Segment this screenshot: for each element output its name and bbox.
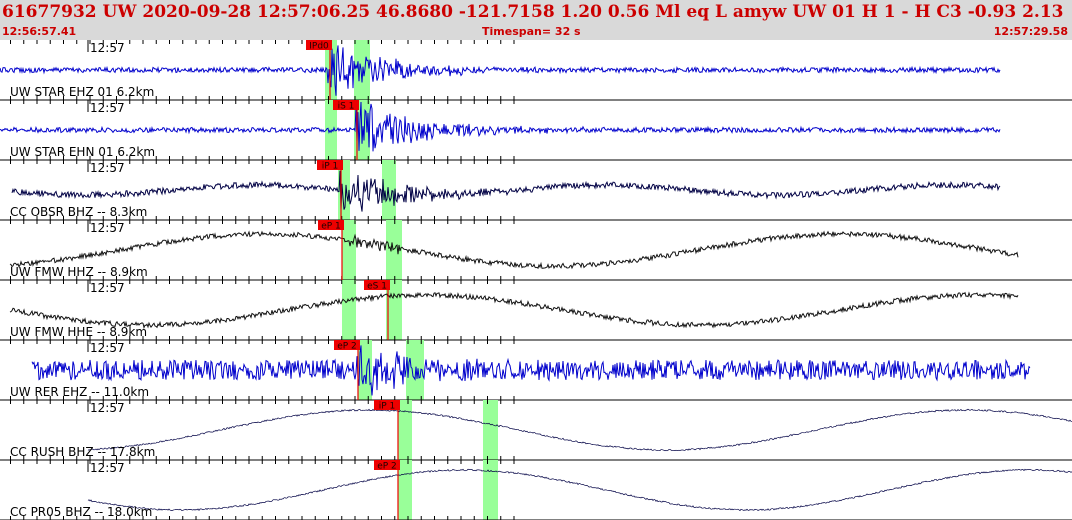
minute-time-label: 12:57 — [90, 101, 125, 115]
pick-marker[interactable] — [318, 220, 344, 230]
pick-window-2[interactable] — [386, 220, 402, 280]
channel-label: UW FMW HHZ -- 8.9km — [10, 265, 148, 279]
channel-label: UW STAR EHN 01 6.2km — [10, 145, 155, 159]
pick-label[interactable]: eS 1 — [367, 282, 387, 292]
pick-marker[interactable] — [364, 280, 390, 290]
channel-label: UW FMW HHE -- 8.9km — [10, 325, 147, 339]
channel-label: CC PR05 BHZ -- 18.0km — [10, 505, 152, 519]
minute-time-label: 12:57 — [90, 221, 125, 235]
pick-label[interactable]: IPd0 — [309, 42, 329, 52]
pick-label[interactable]: eP 2 — [377, 462, 397, 472]
minute-time-label: 12:57 — [90, 341, 125, 355]
pick-label[interactable]: eP 1 — [321, 222, 341, 232]
seismic-trace — [9, 291, 1019, 330]
time-ticks — [10, 460, 515, 520]
minute-time-label: 12:57 — [90, 281, 125, 295]
pick-marker[interactable] — [334, 340, 360, 350]
pick-window-2[interactable] — [382, 160, 396, 220]
time-ticks — [10, 40, 515, 100]
pick-window-1[interactable] — [398, 400, 412, 460]
pick-label[interactable]: eP 2 — [337, 342, 357, 352]
pick-window-2[interactable] — [483, 400, 498, 460]
pick-label[interactable]: iS 1 — [338, 102, 355, 112]
time-ticks — [10, 280, 515, 340]
minute-time-label: 12:57 — [90, 41, 125, 55]
pick-window-1[interactable] — [398, 460, 412, 520]
seismic-trace — [0, 45, 1001, 96]
seismic-trace — [31, 345, 1031, 396]
pick-window-2[interactable] — [483, 460, 498, 520]
start-time-label: 12:56:57.41 — [2, 25, 77, 38]
pick-window-2[interactable] — [354, 40, 370, 100]
timespan-label: Timespan= 32 s — [482, 25, 581, 38]
seismic-trace — [87, 408, 1072, 452]
pick-window-1[interactable] — [342, 220, 356, 280]
seismic-trace — [11, 170, 1001, 212]
end-time-label: 12:57:29.58 — [993, 25, 1068, 38]
seismic-trace — [9, 230, 1019, 270]
pick-marker[interactable] — [374, 400, 400, 410]
channel-label: UW STAR EHZ 01 6.2km — [10, 85, 154, 99]
channel-label: UW RER EHZ -- 11.0km — [10, 385, 149, 399]
time-ticks — [10, 160, 515, 220]
pick-label[interactable]: iP 1 — [379, 402, 396, 412]
pick-marker[interactable] — [374, 460, 400, 470]
channel-label: CC RUSH BHZ -- 17.8km — [10, 445, 155, 459]
seismic-trace — [87, 468, 1072, 512]
minute-time-label: 12:57 — [90, 161, 125, 175]
channel-label: CC OBSR BHZ -- 8.3km — [10, 205, 147, 219]
pick-marker[interactable] — [317, 160, 343, 170]
pick-window-2[interactable] — [406, 340, 424, 400]
event-summary-title: 61677932 UW 2020-09-28 12:57:06.25 46.86… — [2, 2, 1064, 22]
minute-time-label: 12:57 — [90, 401, 125, 415]
seismic-trace — [0, 101, 1001, 152]
pick-label[interactable]: iP 1 — [322, 162, 339, 172]
time-ticks — [10, 400, 515, 460]
pick-window-1[interactable] — [342, 280, 356, 340]
event-header: 61677932 UW 2020-09-28 12:57:06.25 46.86… — [0, 0, 1072, 40]
minute-time-label: 12:57 — [90, 461, 125, 475]
seismogram-panels[interactable]: IPd0 12:57 UW STAR EHZ 01 6.2km iS 1 12:57 UW… — [0, 40, 1072, 520]
pick-marker[interactable] — [306, 40, 332, 50]
time-ticks — [10, 220, 515, 280]
pick-window-1[interactable] — [325, 100, 337, 160]
pick-marker[interactable] — [333, 100, 359, 110]
